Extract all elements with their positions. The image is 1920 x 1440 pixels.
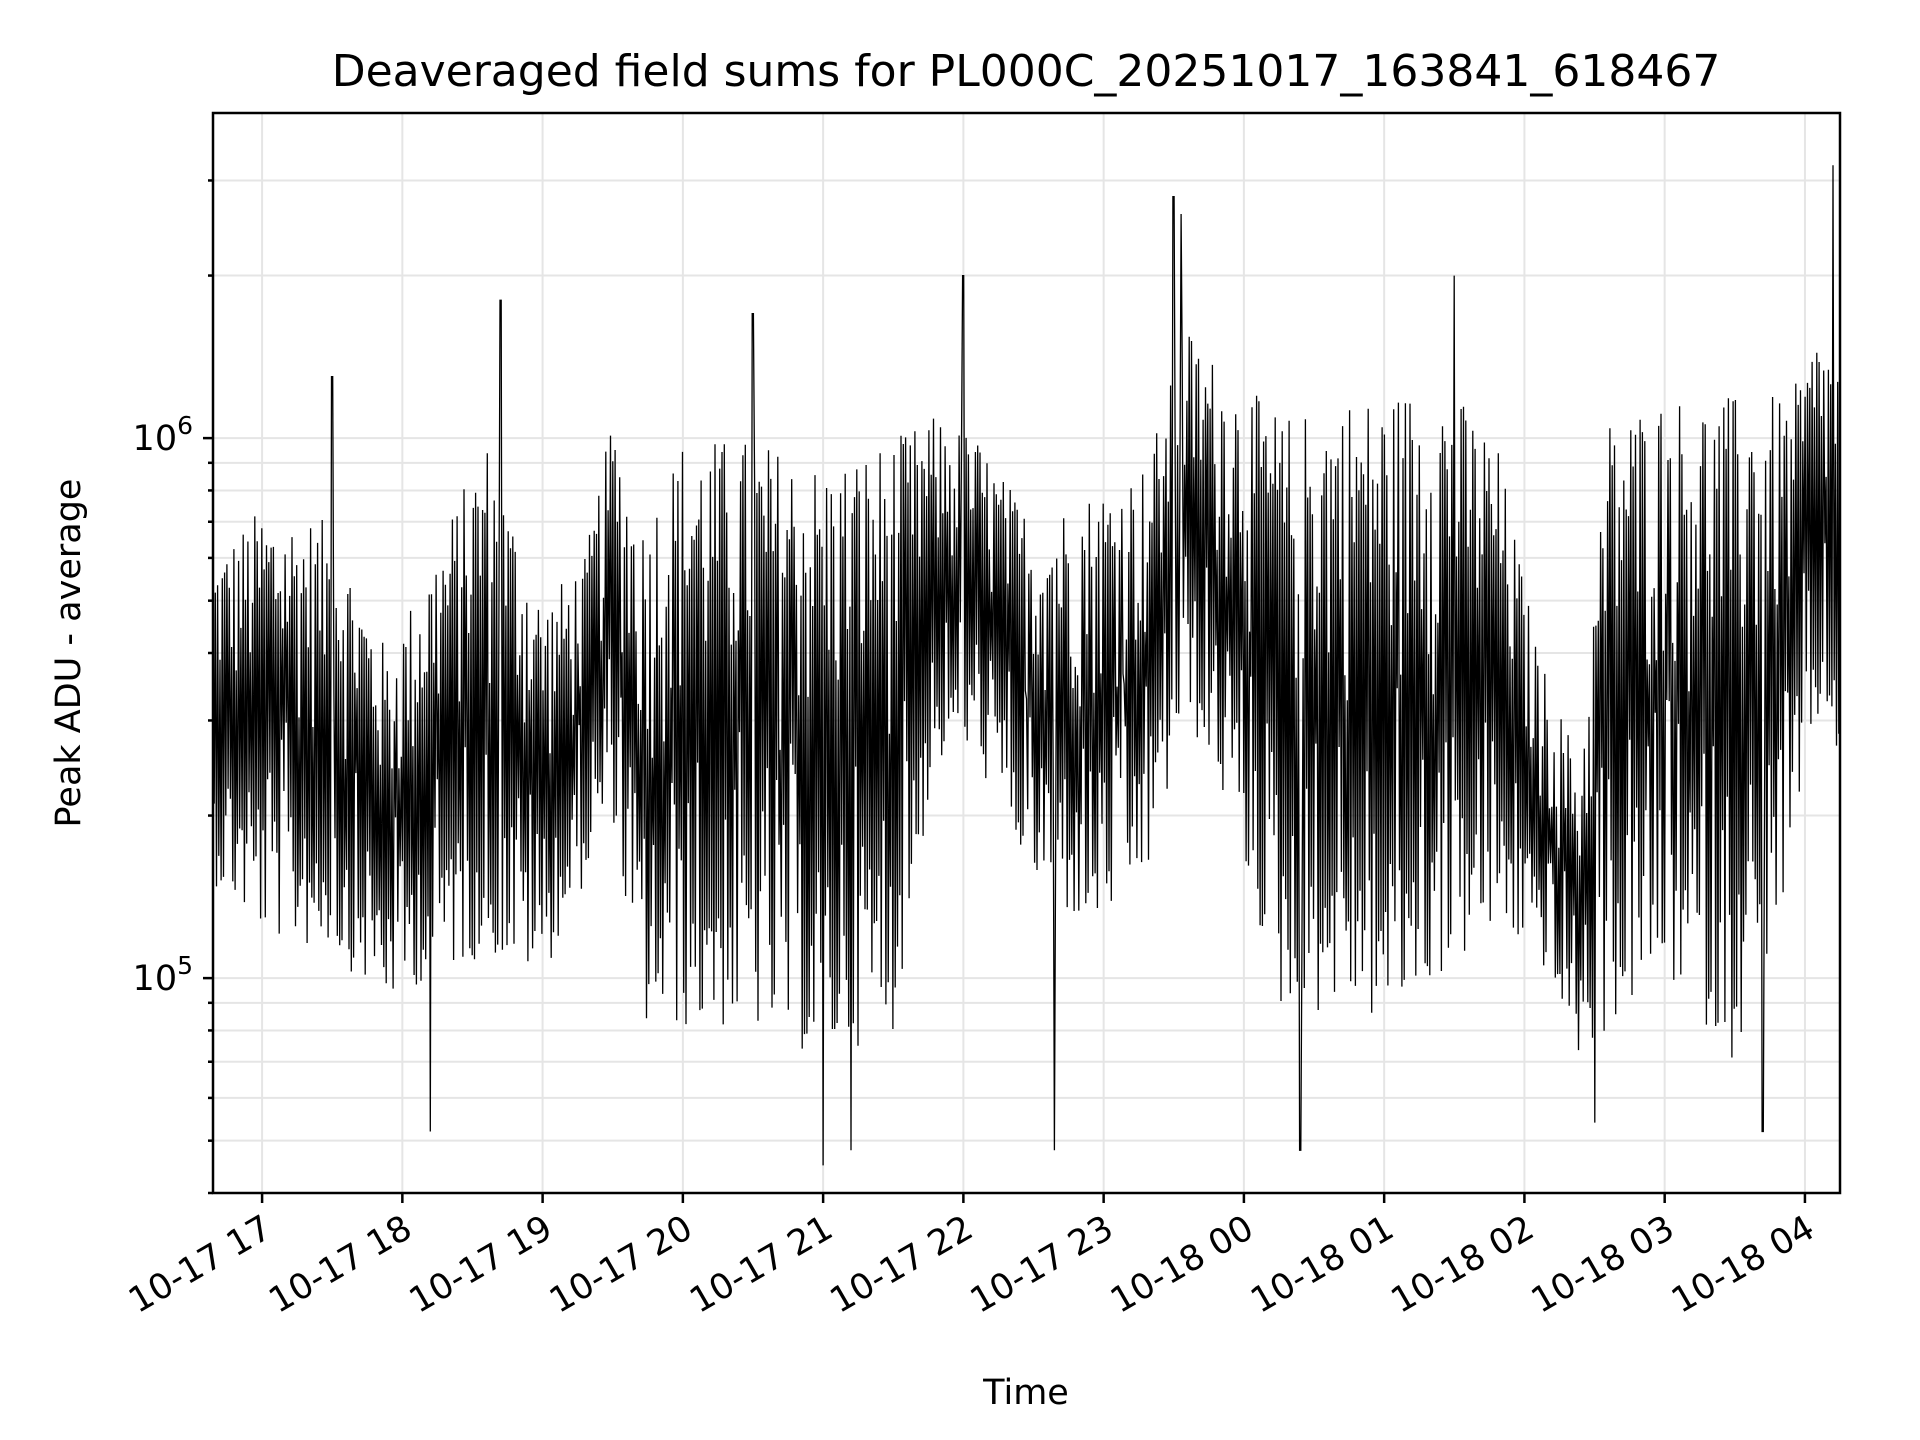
plot-area — [211, 111, 1842, 1195]
y-tick-label-base: 10 — [133, 419, 178, 459]
y-tick-label-exponent: 6 — [177, 411, 193, 440]
series-group — [212, 165, 1841, 1166]
y-tick-label: 106 — [133, 411, 193, 459]
y-tick-label-exponent: 5 — [177, 951, 193, 980]
chart-title: Deaveraged field sums for PL000C_2025101… — [332, 46, 1721, 97]
y-tick-label-base: 10 — [133, 959, 178, 999]
x-axis-label: Time — [982, 1373, 1069, 1413]
y-axis-label: Peak ADU - average — [49, 479, 89, 828]
series-line-field-sums — [212, 165, 1841, 1166]
y-tick-label: 105 — [133, 951, 193, 999]
